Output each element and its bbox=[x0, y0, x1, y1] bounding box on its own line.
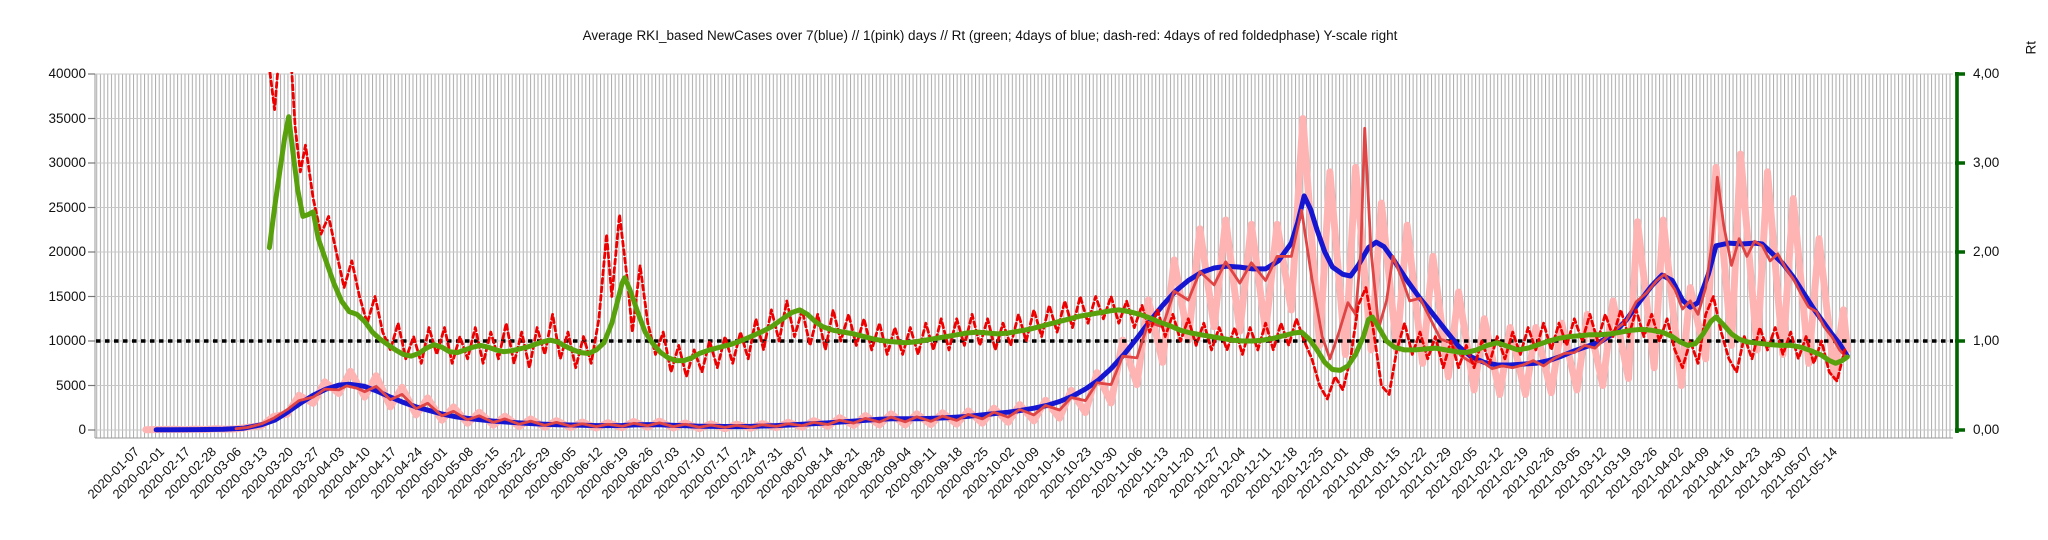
right-axis-title: Rt bbox=[2023, 41, 2039, 55]
y-tick-label-left: 25000 bbox=[48, 199, 86, 215]
y-tick-label-left: 15000 bbox=[48, 288, 86, 304]
y-tick-label-left: 40000 bbox=[48, 66, 86, 81]
y-tick-label-right: 2,00 bbox=[1973, 244, 2000, 259]
x-tick-label: 2021-05-14 bbox=[1782, 444, 1841, 502]
y-tick-label-right: 3,00 bbox=[1973, 155, 2000, 170]
y-tick-label-right: 4,00 bbox=[1973, 66, 2000, 81]
y-tick-label-left: 10000 bbox=[48, 333, 86, 348]
y-tick-label-right: 1,00 bbox=[1973, 333, 2000, 348]
y-tick-label-left: 35000 bbox=[48, 110, 86, 126]
series-rt-green bbox=[266, 114, 1850, 373]
y-tick-label-left: 30000 bbox=[48, 155, 86, 170]
series-newcases-foldedphase-red bbox=[234, 126, 1848, 431]
y-tick-label-left: 5000 bbox=[55, 377, 86, 393]
chart-title: Average RKI_based NewCases over 7(blue) … bbox=[582, 28, 1398, 43]
y-tick-label-right: 0,00 bbox=[1973, 422, 2000, 437]
y-tick-label-left: 20000 bbox=[48, 244, 86, 259]
y-tick-label-left: 0 bbox=[78, 422, 86, 437]
axis-right-rt bbox=[1955, 72, 1965, 433]
